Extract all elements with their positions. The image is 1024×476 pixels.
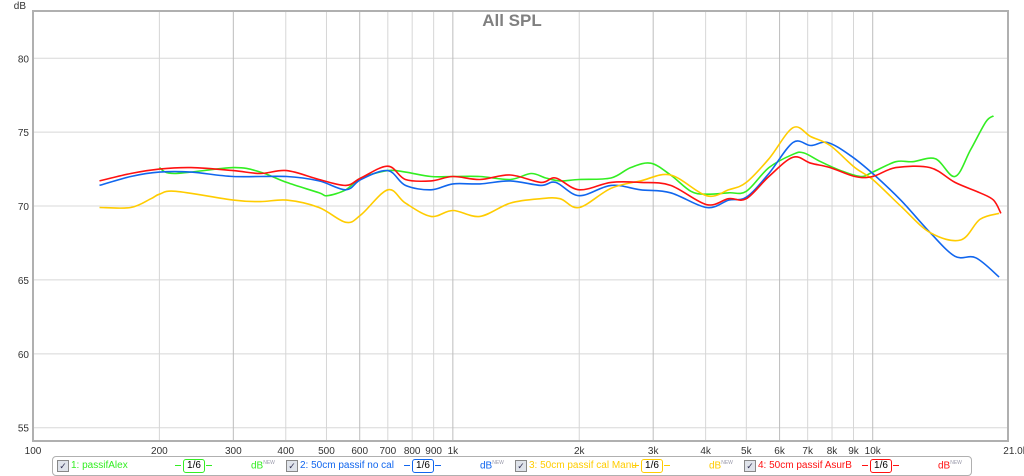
- chart-title: All SPL: [482, 11, 542, 30]
- smoothing-button[interactable]: 1/6: [412, 459, 434, 473]
- legend-item: ✓ 4: 50cm passif AsurB 1/6 dBNEW: [740, 457, 969, 475]
- x-tick-label: 2k: [574, 446, 586, 456]
- x-tick-label: 700: [379, 446, 396, 456]
- unit-label: dB: [709, 460, 722, 472]
- plot-frame: [32, 10, 1009, 442]
- dash-icon: [862, 465, 868, 466]
- smoothing-button[interactable]: 1/6: [641, 459, 663, 473]
- y-tick-label: 65: [18, 276, 30, 287]
- unit-label: dB: [938, 460, 951, 472]
- x-tick-label: 500: [318, 446, 335, 456]
- dash-icon: [664, 465, 670, 466]
- dash-icon: [633, 465, 639, 466]
- spl-chart: All SPL dB 55 60 65 70 75 80 100 200 300 400 500 60…: [14, 1, 1024, 456]
- legend-label[interactable]: 3: 50cm passif cal Manu: [529, 460, 637, 471]
- legend-item: ✓ 2: 50cm passif no cal 1/6 dBNEW: [282, 457, 511, 475]
- series-line-2: [99, 140, 1000, 278]
- x-tick-label: 6k: [774, 446, 786, 456]
- unit-sup: NEW: [950, 460, 962, 466]
- smoothing-button[interactable]: 1/6: [183, 459, 205, 473]
- unit-sup: NEW: [263, 460, 275, 466]
- series-visibility-checkbox[interactable]: ✓: [57, 460, 69, 472]
- x-tick-label: 3k: [648, 446, 660, 456]
- dash-icon: [206, 465, 212, 466]
- x-tick-label: 10k: [865, 446, 882, 456]
- x-tick-label: 7k: [802, 446, 814, 456]
- x-tick-label: 1k: [448, 446, 460, 456]
- legend-label[interactable]: 2: 50cm passif no cal: [300, 460, 394, 471]
- series-line-1: [158, 115, 995, 197]
- x-tick-label: 100: [25, 446, 42, 456]
- x-tick-label: 900: [425, 446, 442, 456]
- y-tick-label: 55: [18, 424, 30, 435]
- y-tick-label: 70: [18, 202, 30, 213]
- x-tick-label: 200: [151, 446, 168, 456]
- x-tick-label: 4k: [700, 446, 712, 456]
- legend-label[interactable]: 1: passifAlex: [71, 460, 128, 471]
- x-tick-label: 600: [351, 446, 368, 456]
- y-tick-label: 60: [18, 350, 30, 361]
- series-visibility-checkbox[interactable]: ✓: [286, 460, 298, 472]
- x-tick-label: 5k: [741, 446, 753, 456]
- y-axis-label: dB: [14, 1, 27, 12]
- dash-icon: [435, 465, 441, 466]
- dash-icon: [893, 465, 899, 466]
- dash-icon: [404, 465, 410, 466]
- x-tick-label: 9k: [848, 446, 860, 456]
- unit-label: dB: [480, 460, 493, 472]
- unit-button[interactable]: dBNEW: [251, 460, 275, 471]
- dash-icon: [175, 465, 181, 466]
- legend: ✓ 1: passifAlex 1/6 dBNEW ✓ 2: 50cm passi…: [52, 456, 972, 476]
- y-tick-label: 80: [18, 54, 30, 65]
- x-tick-label: 8k: [827, 446, 839, 456]
- legend-label[interactable]: 4: 50cm passif AsurB: [758, 460, 852, 471]
- series-line-3: [99, 126, 1000, 242]
- series-visibility-checkbox[interactable]: ✓: [744, 460, 756, 472]
- unit-button[interactable]: dBNEW: [480, 460, 504, 471]
- y-tick-label: 75: [18, 128, 30, 139]
- x-tick-label: 800: [404, 446, 421, 456]
- x-tick-label: 400: [277, 446, 294, 456]
- unit-label: dB: [251, 460, 264, 472]
- smoothing-button[interactable]: 1/6: [870, 459, 892, 473]
- legend-item: ✓ 1: passifAlex 1/6 dBNEW: [53, 457, 282, 475]
- legend-item: ✓ 3: 50cm passif cal Manu 1/6 dBNEW: [511, 457, 740, 475]
- series-line-4: [99, 156, 1002, 214]
- series-visibility-checkbox[interactable]: ✓: [515, 460, 527, 472]
- x-tick-label: 300: [225, 446, 242, 456]
- unit-sup: NEW: [492, 460, 504, 466]
- unit-sup: NEW: [721, 460, 733, 466]
- x-tick-label: 21.0k Hz: [1003, 446, 1024, 456]
- unit-button[interactable]: dBNEW: [709, 460, 733, 471]
- unit-button[interactable]: dBNEW: [938, 460, 962, 471]
